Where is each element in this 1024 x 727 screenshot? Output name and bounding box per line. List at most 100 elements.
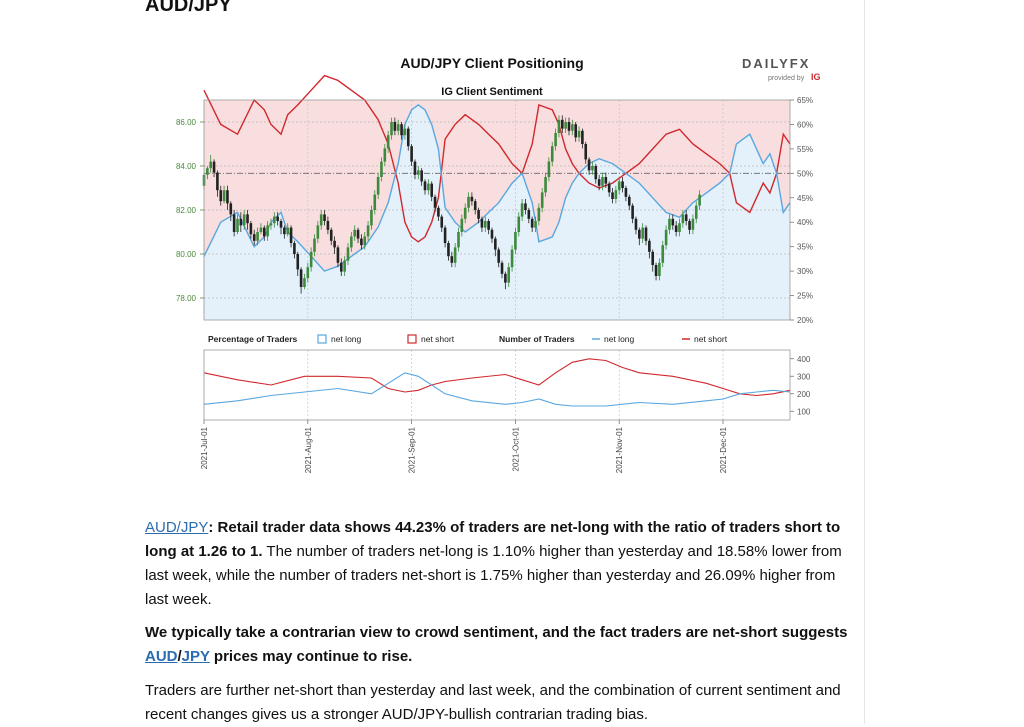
candle-body <box>410 146 413 162</box>
candle-body <box>363 236 367 246</box>
candle-body <box>524 203 527 210</box>
candle-body <box>386 135 390 149</box>
candle-body <box>306 267 310 279</box>
candle-body <box>457 232 460 248</box>
jpy-link[interactable]: JPY <box>181 648 210 665</box>
candle-body <box>527 210 531 219</box>
candle-body <box>400 124 403 136</box>
candle-body <box>420 170 423 182</box>
price-tick-label: 84.00 <box>176 162 197 171</box>
candle-body <box>694 205 698 219</box>
candle-body <box>339 262 343 272</box>
p1-details: The number of traders net-long is 1.10% … <box>145 543 842 608</box>
candle-body <box>289 227 293 243</box>
traders-count-plot: 100 200 300 400 <box>203 349 811 421</box>
price-tick-label: 80.00 <box>176 250 197 259</box>
candle-body <box>567 122 571 131</box>
price-tick-label: 82.00 <box>176 206 197 215</box>
candle-body <box>423 181 427 191</box>
candle-body <box>604 177 608 184</box>
candle-body <box>279 221 283 228</box>
candle-body <box>490 229 494 239</box>
audjpy-link[interactable]: AUD/JPY <box>145 519 209 536</box>
candle-body <box>396 124 400 131</box>
candle-body <box>252 234 256 241</box>
candle-body <box>674 225 678 232</box>
candle-body <box>480 218 484 228</box>
candle-body <box>460 218 464 232</box>
candle-body <box>540 192 544 208</box>
candle-body <box>624 188 628 197</box>
candle-body <box>406 128 410 147</box>
legend-pct-long-swatch <box>317 334 327 344</box>
chart-title: AUD/JPY Client Positioning <box>400 55 583 71</box>
percent-tick-label: 50% <box>797 169 813 178</box>
legend-pct-short-swatch <box>407 334 417 344</box>
candle-body <box>222 190 226 202</box>
candle-body <box>564 122 567 129</box>
candle-body <box>638 229 641 239</box>
candle-body <box>684 214 688 221</box>
candle-body <box>417 170 420 175</box>
candle-body <box>554 133 557 147</box>
candle-body <box>286 227 290 235</box>
candle-body <box>574 124 577 138</box>
p2-slash: / <box>177 648 182 665</box>
candle-body <box>463 207 467 219</box>
candle-body <box>239 218 243 226</box>
candle-body <box>627 196 631 206</box>
logo-brand: IG <box>811 72 821 82</box>
net-long-area <box>204 104 790 321</box>
candle-body <box>487 221 490 230</box>
legend-num-title: Number of Traders <box>499 334 575 344</box>
candle-body <box>403 128 407 136</box>
candle-body <box>621 181 624 188</box>
article-paragraph-bias: Traders are further net-short than yeste… <box>145 682 841 723</box>
candle-body <box>212 161 216 173</box>
candle-body <box>350 236 353 248</box>
candle-body <box>437 207 440 217</box>
percent-tick-label: 60% <box>797 120 813 129</box>
count-net-short-line <box>203 358 791 397</box>
candle-body <box>547 161 551 177</box>
candle-body <box>370 210 373 226</box>
aud-link[interactable]: AUD <box>145 648 178 665</box>
count-tick-label: 300 <box>797 372 811 381</box>
candle-body <box>483 221 487 228</box>
p2-text: We typically take a contrarian view to c… <box>145 624 848 641</box>
candle-body <box>447 243 450 257</box>
date-tick-label: 2021-Aug-01 <box>304 426 313 473</box>
candle-body <box>316 225 320 239</box>
date-tick-label: 2021-Nov-01 <box>615 426 624 473</box>
candle-body <box>206 168 209 175</box>
candle-body <box>530 218 534 228</box>
candle-body <box>668 218 671 230</box>
candle-body <box>514 232 517 250</box>
candle-body <box>641 227 644 239</box>
candle-body <box>681 214 685 224</box>
candle-body <box>336 247 340 263</box>
candle-body <box>661 245 665 263</box>
candle-body <box>393 122 397 131</box>
candle-body <box>390 122 393 136</box>
candle-body <box>246 214 249 224</box>
legend-pct-title: Percentage of Traders <box>208 334 298 344</box>
candle-body <box>477 210 480 219</box>
candle-body <box>209 161 212 169</box>
percent-tick-label: 35% <box>797 243 813 252</box>
candle-body <box>500 262 504 274</box>
logo-wordmark: DAILYFX <box>742 56 810 71</box>
candle-body <box>591 166 594 171</box>
candle-body <box>644 227 648 241</box>
client-positioning-chart: AUD/JPY Client Positioning DAILYFX provi… <box>176 55 821 473</box>
candle-body <box>293 243 296 254</box>
candle-body <box>557 119 561 133</box>
candle-body <box>440 216 444 228</box>
legend-num-long-label: net long <box>604 334 635 344</box>
candle-body <box>581 130 584 144</box>
candle-body <box>433 196 437 208</box>
candle-body <box>658 262 661 276</box>
percent-tick-label: 65% <box>797 96 813 105</box>
candle-body <box>346 247 350 261</box>
candle-body <box>276 216 279 221</box>
